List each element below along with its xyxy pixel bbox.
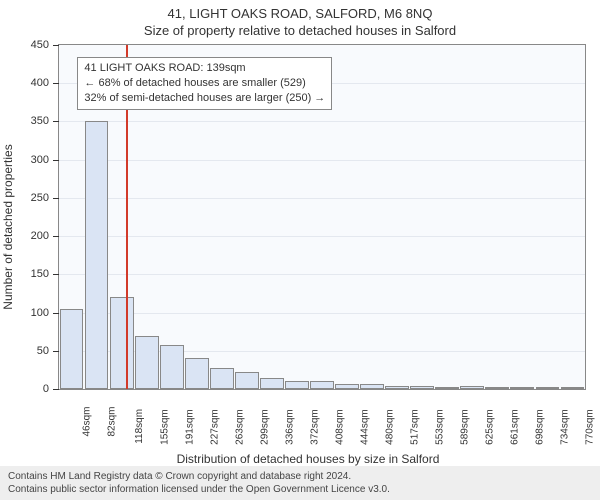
x-tick-label: 589sqm [460,409,471,445]
bar [385,386,409,389]
y-tick [53,121,59,122]
x-tick-label: 517sqm [409,409,420,445]
y-tick-label: 150 [31,268,49,280]
y-tick-label: 300 [31,154,49,166]
page-title: 41, LIGHT OAKS ROAD, SALFORD, M6 8NQ [0,0,600,21]
gridline [59,236,585,237]
x-tick-label: 734sqm [560,409,571,445]
bar [210,368,234,389]
y-tick-label: 50 [37,345,49,357]
bar [435,387,459,389]
bar [335,384,359,389]
annotation-box: 41 LIGHT OAKS ROAD: 139sqm← 68% of detac… [77,57,332,110]
bar [285,381,309,389]
y-tick [53,198,59,199]
bar [160,345,184,389]
y-tick-label: 450 [31,39,49,51]
footer: Contains HM Land Registry data © Crown c… [0,466,600,500]
y-tick [53,274,59,275]
y-tick [53,351,59,352]
y-tick [53,83,59,84]
y-tick-label: 400 [31,77,49,89]
annotation-line: 32% of semi-detached houses are larger (… [84,91,325,106]
bar [85,121,109,389]
bar [485,387,509,389]
gridline [59,198,585,199]
x-tick-label: 480sqm [384,409,395,445]
bar [360,384,384,389]
bar [110,297,134,389]
x-tick-label: 408sqm [334,409,345,445]
y-tick-label: 350 [31,115,49,127]
bar [410,386,434,389]
bar [510,387,534,389]
gridline [59,274,585,275]
footer-line-1: Contains HM Land Registry data © Crown c… [8,470,592,483]
x-tick-label: 336sqm [284,409,295,445]
x-tick-label: 227sqm [209,409,220,445]
gridline [59,313,585,314]
bar [310,381,334,389]
y-tick [53,160,59,161]
y-tick [53,389,59,390]
x-tick-label: 770sqm [585,409,596,445]
annotation-line: 41 LIGHT OAKS ROAD: 139sqm [84,61,325,76]
x-tick-label: 698sqm [535,409,546,445]
x-tick-label: 46sqm [81,407,92,437]
y-tick [53,236,59,237]
bar [561,387,585,389]
bar [260,378,284,389]
bar [460,386,484,389]
x-tick-label: 82sqm [106,407,117,437]
y-tick-label: 100 [31,307,49,319]
gridline [59,121,585,122]
annotation-line: ← 68% of detached houses are smaller (52… [84,76,325,91]
bar [235,372,259,389]
x-tick-label: 661sqm [510,409,521,445]
x-tick-label: 625sqm [485,409,496,445]
chart-container: Number of detached properties 0501001502… [30,44,586,410]
bar [60,309,84,389]
bar [135,336,159,390]
x-tick-label: 191sqm [184,409,195,445]
x-tick-label: 299sqm [259,409,270,445]
footer-line-2: Contains public sector information licen… [8,483,592,496]
bar [185,358,209,389]
y-tick-label: 0 [43,383,49,395]
y-tick-label: 250 [31,192,49,204]
x-axis-label: Distribution of detached houses by size … [177,452,440,466]
y-tick-label: 200 [31,230,49,242]
x-tick-label: 372sqm [309,409,320,445]
x-tick-label: 155sqm [159,409,170,445]
x-tick-label: 553sqm [434,409,445,445]
y-tick [53,313,59,314]
x-tick-label: 263sqm [234,409,245,445]
x-tick-label: 444sqm [359,409,370,445]
plot-area: 05010015020025030035040045046sqm82sqm118… [58,44,586,390]
x-tick-label: 118sqm [134,409,145,444]
bar [536,387,560,389]
gridline [59,160,585,161]
y-tick [53,45,59,46]
y-axis-label: Number of detached properties [1,144,15,309]
page-subtitle: Size of property relative to detached ho… [0,21,600,38]
